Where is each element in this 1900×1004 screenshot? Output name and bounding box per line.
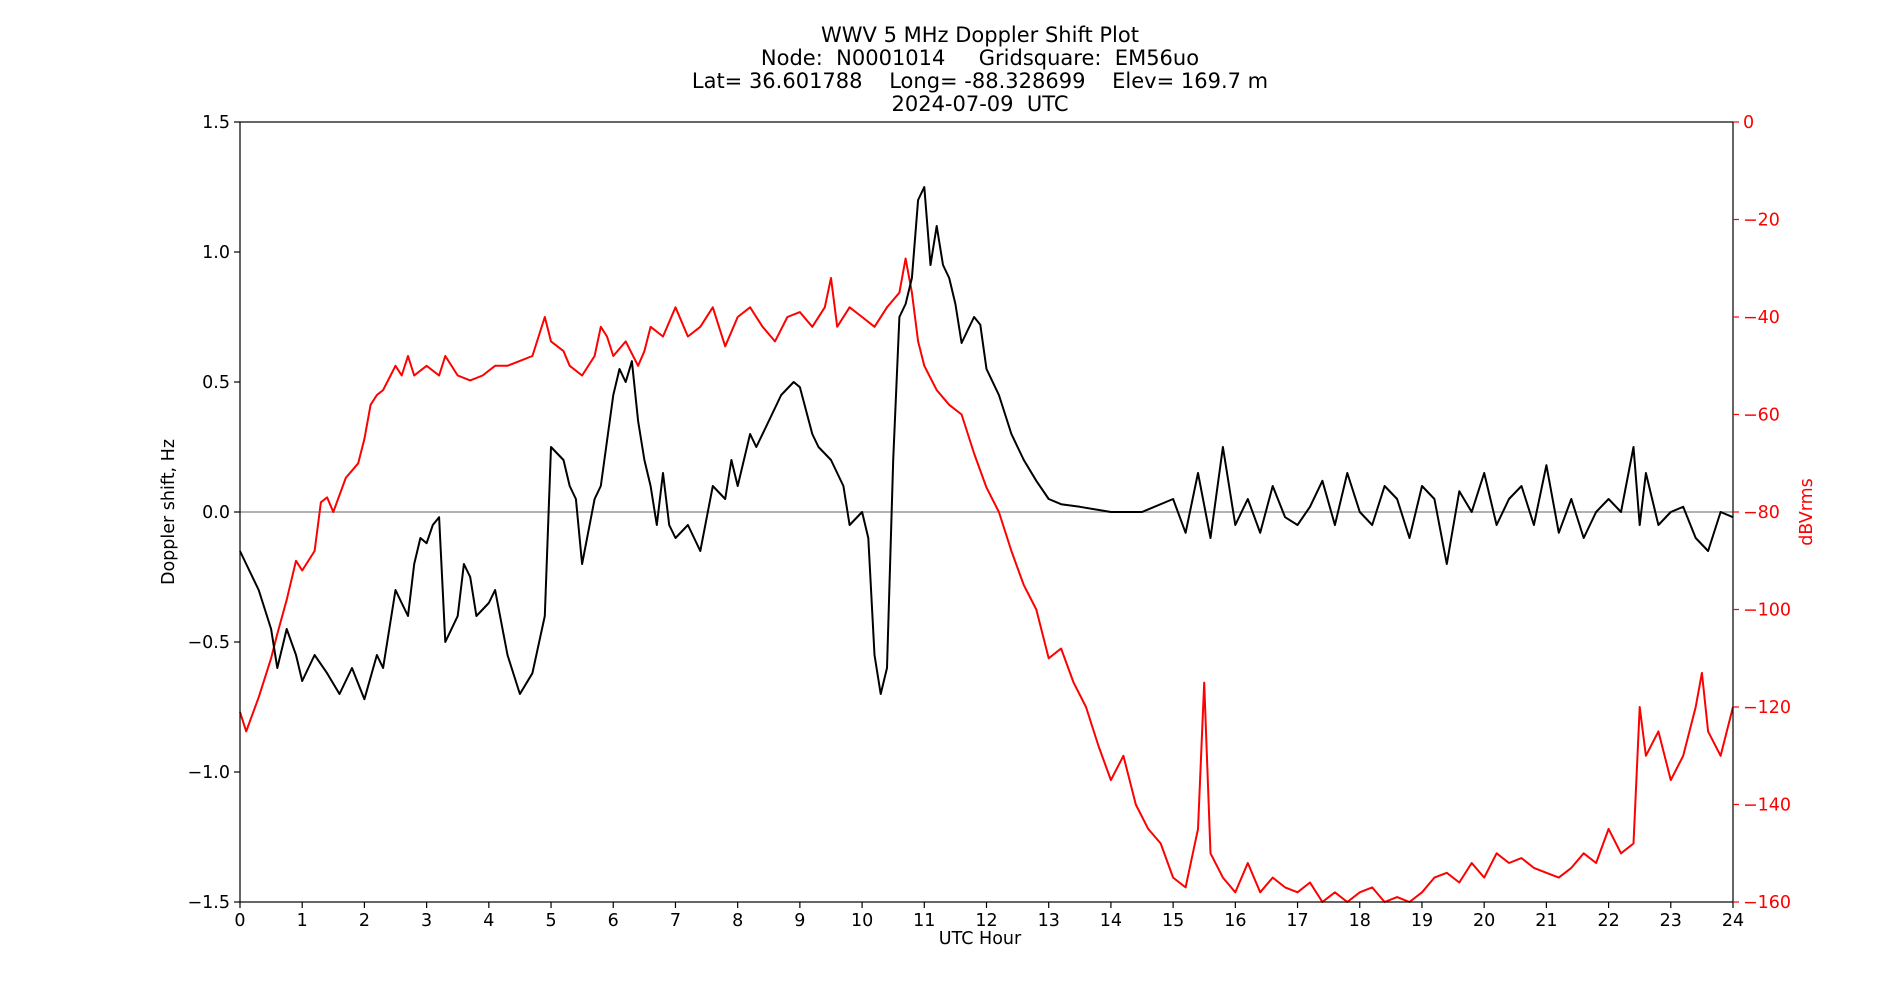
left-y-axis-ticks: −1.5 −1.0 −0.5 0.0 0.5 1.0 1.5 — [188, 113, 240, 913]
right-y-axis-ticks: 0 −20 −40 −60 −80 −100 −120 −140 −160 — [1733, 113, 1791, 913]
x-tick-label: 17 — [1286, 911, 1308, 931]
signal-level-series-group — [239, 257, 1734, 903]
right-y-tick-label: −100 — [1743, 601, 1791, 621]
title-line-4: 2024-07-09 UTC — [891, 92, 1068, 116]
x-tick-label: 11 — [913, 911, 935, 931]
title-line-3: Lat= 36.601788 Long= -88.328699 Elev= 16… — [692, 69, 1268, 93]
left-y-tick-label: 0.5 — [202, 373, 230, 393]
x-tick-label: 7 — [670, 911, 681, 931]
left-y-tick-label: 1.0 — [202, 243, 230, 263]
x-tick-label: 20 — [1473, 911, 1495, 931]
right-y-tick-label: −60 — [1743, 406, 1780, 426]
left-y-axis-label: Doppler shift, Hz — [159, 439, 179, 585]
plot-area — [239, 121, 1734, 903]
right-y-tick-label: −160 — [1743, 893, 1791, 913]
x-tick-label: 1 — [297, 911, 308, 931]
x-tick-label: 5 — [545, 911, 556, 931]
x-tick-label: 0 — [234, 911, 245, 931]
x-tick-label: 14 — [1100, 911, 1122, 931]
right-y-tick-label: 0 — [1743, 113, 1754, 133]
x-tick-label: 12 — [975, 911, 997, 931]
doppler-shift-line — [239, 186, 1734, 701]
right-y-axis-label: dBVrms — [1797, 478, 1817, 546]
left-y-tick-label: −1.0 — [188, 763, 231, 783]
x-tick-label: 4 — [483, 911, 494, 931]
right-y-tick-label: −20 — [1743, 211, 1780, 231]
right-y-tick-label: −80 — [1743, 503, 1780, 523]
left-y-tick-label: −0.5 — [188, 633, 231, 653]
x-tick-label: 24 — [1722, 911, 1744, 931]
left-y-tick-label: −1.5 — [188, 893, 231, 913]
x-tick-label: 16 — [1224, 911, 1246, 931]
x-tick-label: 19 — [1411, 911, 1433, 931]
x-axis-label: UTC Hour — [939, 929, 1022, 949]
doppler-shift-series-group — [239, 186, 1734, 701]
x-tick-label: 18 — [1349, 911, 1371, 931]
chart-title: WWV 5 MHz Doppler Shift Plot Node: N0001… — [692, 23, 1268, 116]
x-tick-label: 2 — [359, 911, 370, 931]
left-y-tick-label: 0.0 — [202, 503, 230, 523]
signal-level-line — [239, 257, 1734, 903]
x-tick-label: 15 — [1162, 911, 1184, 931]
x-axis-ticks: 0 1 2 3 4 5 6 7 8 9 10 11 12 13 14 15 16 17 18 19 20 21 22 23 24 — [234, 902, 1744, 931]
title-line-2: Node: N0001014 Gridsquare: EM56uo — [761, 46, 1199, 70]
x-tick-label: 3 — [421, 911, 432, 931]
x-tick-label: 6 — [608, 911, 619, 931]
x-tick-label: 9 — [794, 911, 805, 931]
x-tick-label: 13 — [1038, 911, 1060, 931]
x-tick-label: 8 — [732, 911, 743, 931]
right-y-tick-label: −120 — [1743, 698, 1791, 718]
right-y-tick-label: −40 — [1743, 308, 1780, 328]
right-y-tick-label: −140 — [1743, 796, 1791, 816]
left-y-tick-label: 1.5 — [202, 113, 230, 133]
x-tick-label: 23 — [1660, 911, 1682, 931]
x-tick-label: 21 — [1535, 911, 1557, 931]
x-tick-label: 22 — [1597, 911, 1619, 931]
title-line-1: WWV 5 MHz Doppler Shift Plot — [821, 23, 1139, 47]
x-tick-label: 10 — [851, 911, 873, 931]
